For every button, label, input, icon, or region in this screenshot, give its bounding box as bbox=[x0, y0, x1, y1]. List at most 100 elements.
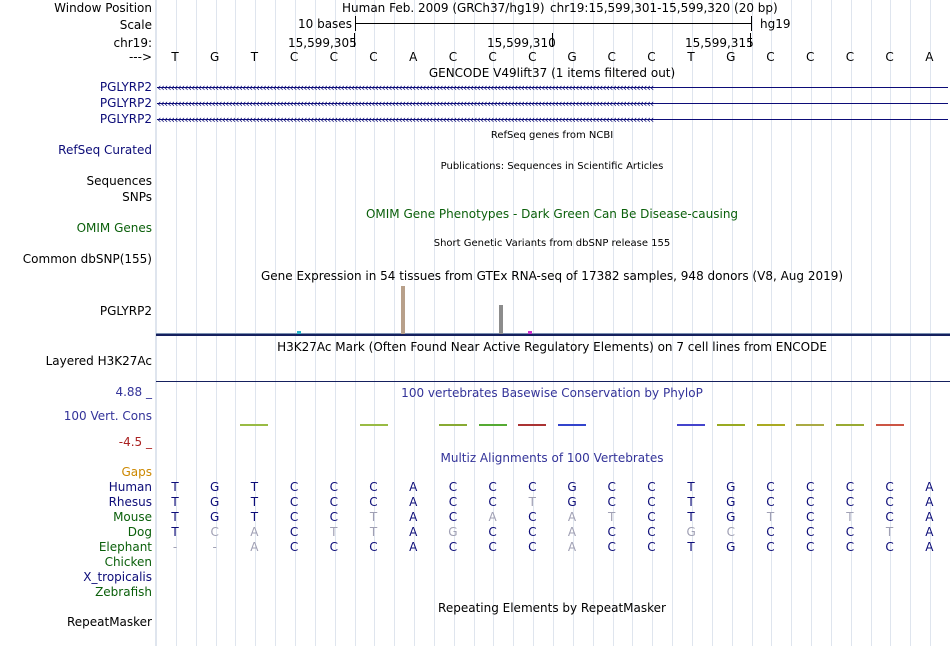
alignment-base: C bbox=[607, 525, 616, 539]
sequence-base: G bbox=[210, 50, 220, 64]
alignment-base: C bbox=[289, 510, 299, 524]
alignment-base: C bbox=[448, 510, 458, 524]
sequence-base: C bbox=[329, 50, 338, 64]
multiz-species-label[interactable]: Zebrafish bbox=[95, 585, 152, 599]
gtex-tissue-bar[interactable] bbox=[297, 331, 301, 334]
publications-sequences-label[interactable]: Sequences bbox=[86, 174, 152, 188]
label-separator bbox=[155, 0, 156, 646]
alignment-base: C bbox=[885, 510, 894, 524]
alignment-base: G bbox=[726, 540, 736, 554]
phylop-plot[interactable] bbox=[156, 405, 950, 441]
alignment-base: T bbox=[687, 495, 695, 509]
gene-transcript[interactable]: ‹‹‹‹‹‹‹‹‹‹‹‹‹‹‹‹‹‹‹‹‹‹‹‹‹‹‹‹‹‹‹‹‹‹‹‹‹‹‹‹… bbox=[157, 116, 948, 124]
alignment-base: G bbox=[210, 480, 220, 494]
multiz-species-label[interactable]: Rhesus bbox=[108, 495, 152, 509]
alignment-base: C bbox=[726, 525, 735, 539]
alignment-base: T bbox=[885, 525, 894, 539]
repeatmasker-label[interactable]: RepeatMasker bbox=[66, 615, 152, 629]
gene-transcript[interactable]: ‹‹‹‹‹‹‹‹‹‹‹‹‹‹‹‹‹‹‹‹‹‹‹‹‹‹‹‹‹‹‹‹‹‹‹‹‹‹‹‹… bbox=[157, 100, 948, 108]
alignment-base: G bbox=[686, 525, 696, 539]
gtex-gene-label[interactable]: PGLYRP2 bbox=[99, 304, 152, 318]
alignment-base: A bbox=[409, 525, 418, 539]
alignment-base: A bbox=[409, 540, 418, 554]
scale-bases: 10 bases bbox=[298, 17, 352, 31]
alignment-base: C bbox=[607, 540, 616, 554]
phylop-mark bbox=[478, 424, 507, 426]
alignment-base: C bbox=[845, 495, 855, 509]
strand-label: ---> bbox=[128, 50, 152, 64]
gtex-tissue-bar[interactable] bbox=[401, 286, 405, 334]
phylop-mark bbox=[875, 424, 904, 426]
multiz-species-label[interactable]: Mouse bbox=[113, 510, 152, 524]
sequence-base: C bbox=[805, 50, 815, 64]
alignment-base: - bbox=[212, 540, 217, 554]
alignment-base: C bbox=[448, 540, 458, 554]
alignment-base: C bbox=[448, 495, 458, 509]
multiz-species-label[interactable]: Chicken bbox=[104, 555, 152, 569]
sequence-base: C bbox=[448, 50, 458, 64]
alignment-base: T bbox=[171, 495, 179, 509]
alignment-base: A bbox=[488, 510, 497, 524]
omim-label[interactable]: OMIM Genes bbox=[76, 221, 152, 235]
gtex-plot[interactable] bbox=[156, 284, 950, 334]
multiz-species-label[interactable]: X_tropicalis bbox=[83, 570, 152, 584]
alignment-base: T bbox=[171, 480, 179, 494]
alignment-base: T bbox=[766, 510, 775, 524]
alignment-base: T bbox=[369, 510, 378, 524]
multiz-species-label[interactable]: Human bbox=[108, 480, 152, 494]
alignment-base: C bbox=[210, 525, 219, 539]
alignment-base: C bbox=[329, 540, 338, 554]
alignment-base: C bbox=[845, 525, 855, 539]
alignment-base: C bbox=[488, 495, 497, 509]
alignment-base: C bbox=[647, 510, 656, 524]
sequence-base: G bbox=[567, 50, 577, 64]
sequence-base: T bbox=[250, 50, 259, 64]
alignment-base: A bbox=[925, 540, 934, 554]
alignment-base: C bbox=[885, 495, 894, 509]
chrom-tick bbox=[354, 33, 355, 47]
scale-bar-right-tick bbox=[751, 16, 752, 31]
gene-label[interactable]: PGLYRP2 bbox=[99, 112, 152, 126]
alignment-base: C bbox=[766, 540, 775, 554]
alignment-base: C bbox=[528, 525, 537, 539]
alignment-base: C bbox=[805, 480, 815, 494]
gaps-label[interactable]: Gaps bbox=[121, 465, 152, 479]
alignment-base: A bbox=[567, 525, 577, 539]
alignment-base: C bbox=[607, 480, 616, 494]
alignment-base: C bbox=[528, 480, 537, 494]
alignment-base: G bbox=[210, 495, 220, 509]
alignment-base: T bbox=[250, 495, 259, 509]
track-divider bbox=[156, 334, 950, 336]
alignment-base: C bbox=[369, 540, 378, 554]
dbsnp-label[interactable]: Common dbSNP(155) bbox=[22, 252, 152, 266]
sequence-base: C bbox=[488, 50, 497, 64]
alignment-base: G bbox=[567, 495, 577, 509]
alignment-base: C bbox=[766, 480, 775, 494]
gtex-tissue-bar[interactable] bbox=[499, 305, 503, 334]
gene-label[interactable]: PGLYRP2 bbox=[99, 96, 152, 110]
alignment-base: C bbox=[607, 495, 616, 509]
alignment-base: C bbox=[805, 510, 815, 524]
gene-label[interactable]: PGLYRP2 bbox=[99, 80, 152, 94]
omim-title: OMIM Gene Phenotypes - Dark Green Can Be… bbox=[365, 207, 739, 221]
refseq-title: RefSeq genes from NCBI bbox=[490, 130, 614, 141]
alignment-base: T bbox=[250, 510, 259, 524]
phylop-label[interactable]: 100 Vert. Cons bbox=[63, 409, 152, 423]
gtex-tissue-bar[interactable] bbox=[528, 331, 532, 334]
alignment-base: T bbox=[250, 480, 259, 494]
alignment-base: C bbox=[488, 525, 497, 539]
h3k27ac-label[interactable]: Layered H3K27Ac bbox=[45, 354, 152, 368]
alignment-base: C bbox=[528, 510, 537, 524]
multiz-species-label[interactable]: Elephant bbox=[98, 540, 152, 554]
refseq-label[interactable]: RefSeq Curated bbox=[58, 143, 152, 157]
sequence-base: T bbox=[171, 50, 179, 64]
alignment-base: T bbox=[608, 510, 616, 524]
phylop-mark bbox=[835, 424, 864, 426]
publications-snps-label[interactable]: SNPs bbox=[122, 190, 152, 204]
alignment-base: A bbox=[250, 540, 259, 554]
gene-transcript[interactable]: ‹‹‹‹‹‹‹‹‹‹‹‹‹‹‹‹‹‹‹‹‹‹‹‹‹‹‹‹‹‹‹‹‹‹‹‹‹‹‹‹… bbox=[157, 84, 948, 92]
alignment-base: C bbox=[647, 480, 656, 494]
publications-title: Publications: Sequences in Scientific Ar… bbox=[440, 161, 664, 172]
multiz-species-label[interactable]: Dog bbox=[127, 525, 152, 539]
